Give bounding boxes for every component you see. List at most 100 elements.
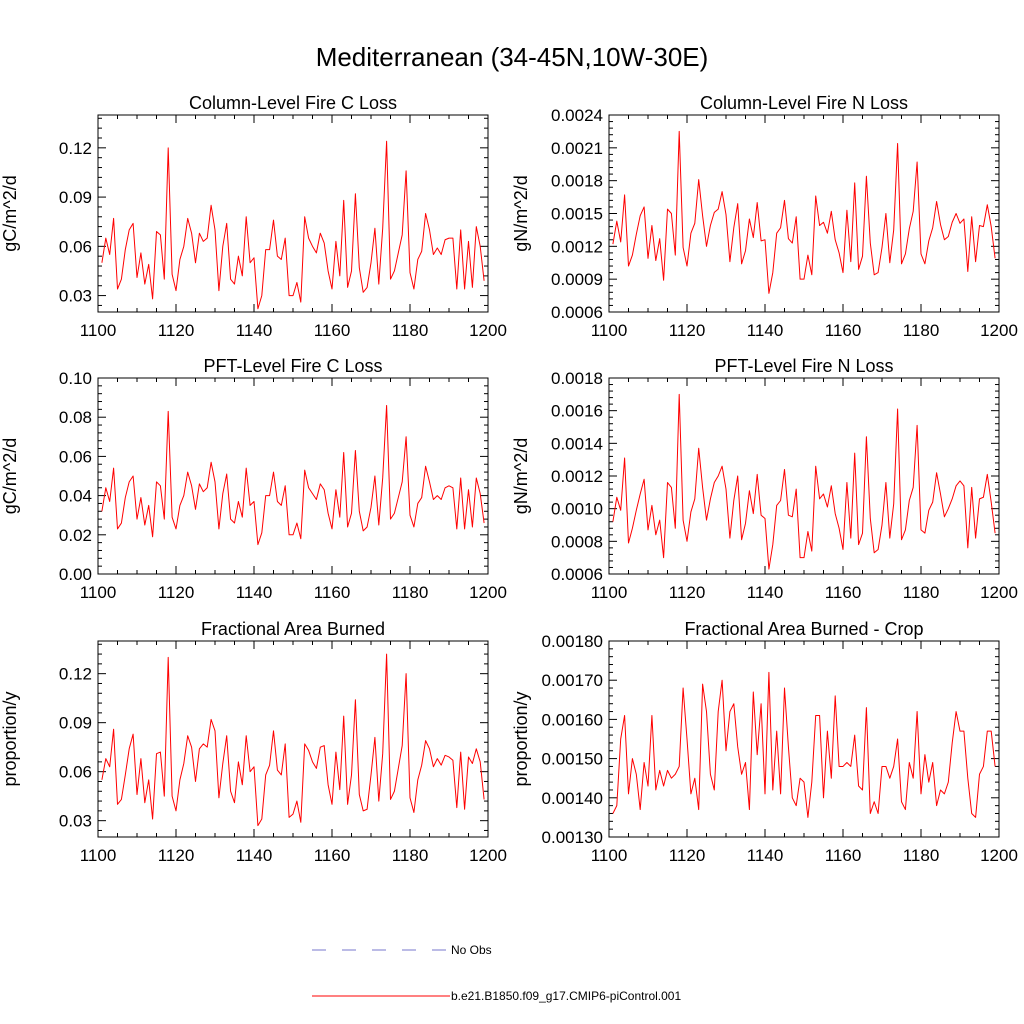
y-tick-label: 0.02 xyxy=(59,526,92,545)
x-tick-label: 1100 xyxy=(591,846,628,865)
series-line-pft-level-fire-n-loss xyxy=(612,393,996,570)
y-axis-label: gN/m^2/d xyxy=(511,175,531,251)
panel-fractional-area-burned: Fractional Area Burned proportion/y 1100 11… xyxy=(0,619,507,865)
x-tick-label: 1160 xyxy=(825,846,862,865)
legend-model-label: b.e21.B1850.f09_g17.CMIP6-piControl.001 xyxy=(451,989,681,1003)
panel-title: Column-Level Fire N Loss xyxy=(700,93,908,113)
series-line-column-level-fire-c-loss xyxy=(101,140,485,310)
x-tick-label: 1160 xyxy=(825,321,862,340)
x-tick-label: 1160 xyxy=(825,583,862,602)
legend: No Obs b.e21.B1850.f09_g17.CMIP6-piContr… xyxy=(312,943,681,1003)
y-tick-label: 0.00180 xyxy=(542,632,603,651)
x-tick-label: 1120 xyxy=(158,321,195,340)
y-tick-label: 0.12 xyxy=(59,665,92,684)
series-line-column-level-fire-n-loss xyxy=(612,130,996,294)
y-tick-label: 0.04 xyxy=(59,487,92,506)
x-tick-label: 1140 xyxy=(236,321,273,340)
y-tick-label: 0.0006 xyxy=(551,303,603,322)
y-axis-label: proportion/y xyxy=(0,691,20,786)
panel-fractional-area-burned-crop: Fractional Area Burned - Crop proportion/… xyxy=(511,619,1018,865)
y-tick-label: 0.12 xyxy=(59,139,92,158)
y-tick-label: 0.00 xyxy=(59,565,92,584)
panel-title: PFT-Level Fire N Loss xyxy=(714,356,893,376)
panel-title: Fractional Area Burned xyxy=(201,619,385,639)
panel-frame xyxy=(608,377,1000,575)
series-line-fractional-area-burned xyxy=(101,653,485,827)
x-tick-label: 1100 xyxy=(591,583,628,602)
y-tick-label: 0.0012 xyxy=(551,237,603,256)
panels: Column-Level Fire C Loss gC/m^2/d 1100 1120… xyxy=(0,93,1018,865)
x-tick-label: 1180 xyxy=(392,321,429,340)
y-tick-label: 0.00170 xyxy=(542,671,603,690)
x-tick-label: 1180 xyxy=(903,321,940,340)
y-tick-label: 0.0016 xyxy=(551,402,603,421)
y-tick-label: 0.06 xyxy=(59,447,92,466)
x-tick-label: 1120 xyxy=(669,321,706,340)
x-tick-label: 1180 xyxy=(903,583,940,602)
panel-frame xyxy=(608,640,1000,838)
x-tick-label: 1100 xyxy=(591,321,628,340)
panel-pft-level-fire-c-loss: PFT-Level Fire C Loss gC/m^2/d 1100 1120 114… xyxy=(0,356,507,602)
panel-pft-level-fire-n-loss: PFT-Level Fire N Loss gN/m^2/d 1100 1120 114… xyxy=(511,356,1018,602)
x-tick-label: 1180 xyxy=(903,846,940,865)
x-tick-label: 1100 xyxy=(80,321,117,340)
y-tick-label: 0.0024 xyxy=(551,106,603,125)
panel-frame xyxy=(97,114,489,313)
panel-title: Fractional Area Burned - Crop xyxy=(684,619,923,639)
y-tick-label: 0.06 xyxy=(59,763,92,782)
y-tick-label: 0.0018 xyxy=(551,369,603,388)
y-axis-label: proportion/y xyxy=(511,691,531,786)
y-axis-label: gC/m^2/d xyxy=(0,438,20,514)
panel-frame xyxy=(97,377,489,575)
series-line-fractional-area-burned-crop xyxy=(612,671,996,818)
y-tick-label: 0.0006 xyxy=(551,565,603,584)
x-tick-label: 1160 xyxy=(314,583,351,602)
y-tick-label: 0.06 xyxy=(59,237,92,256)
x-tick-label: 1200 xyxy=(980,846,1018,865)
x-tick-label: 1140 xyxy=(747,321,784,340)
x-tick-label: 1200 xyxy=(469,321,507,340)
y-tick-label: 0.0014 xyxy=(551,434,603,453)
legend-obs-label: No Obs xyxy=(451,943,492,957)
x-tick-label: 1200 xyxy=(469,846,507,865)
y-tick-label: 0.09 xyxy=(59,714,92,733)
panel-frame xyxy=(97,640,489,838)
x-tick-label: 1140 xyxy=(747,583,784,602)
x-tick-label: 1120 xyxy=(158,846,195,865)
y-tick-label: 0.10 xyxy=(59,369,92,388)
panel-title: PFT-Level Fire C Loss xyxy=(203,356,382,376)
series-line-pft-level-fire-c-loss xyxy=(101,404,485,546)
x-tick-label: 1100 xyxy=(80,583,117,602)
x-tick-label: 1200 xyxy=(980,321,1018,340)
y-tick-label: 0.00140 xyxy=(542,789,603,808)
y-tick-label: 0.0010 xyxy=(551,500,603,519)
x-tick-label: 1100 xyxy=(80,846,117,865)
x-tick-label: 1140 xyxy=(236,846,273,865)
figure-title: Mediterranean (34-45N,10W-30E) xyxy=(316,42,709,72)
x-tick-label: 1160 xyxy=(314,321,351,340)
y-tick-label: 0.0012 xyxy=(551,467,603,486)
y-tick-label: 0.00130 xyxy=(542,828,603,847)
y-tick-label: 0.0015 xyxy=(551,205,603,224)
y-tick-label: 0.0009 xyxy=(551,270,603,289)
x-tick-label: 1120 xyxy=(669,846,706,865)
y-tick-label: 0.00160 xyxy=(542,710,603,729)
y-tick-label: 0.03 xyxy=(59,287,92,306)
x-tick-label: 1120 xyxy=(669,583,706,602)
y-tick-label: 0.09 xyxy=(59,188,92,207)
y-axis-label: gC/m^2/d xyxy=(0,175,20,251)
y-tick-label: 0.08 xyxy=(59,408,92,427)
y-tick-label: 0.00150 xyxy=(542,750,603,769)
y-tick-label: 0.03 xyxy=(59,812,92,831)
x-tick-label: 1180 xyxy=(392,583,429,602)
x-tick-label: 1200 xyxy=(469,583,507,602)
y-tick-label: 0.0018 xyxy=(551,172,603,191)
x-tick-label: 1200 xyxy=(980,583,1018,602)
panel-title: Column-Level Fire C Loss xyxy=(189,93,397,113)
x-tick-label: 1140 xyxy=(747,846,784,865)
x-tick-label: 1120 xyxy=(158,583,195,602)
x-tick-label: 1140 xyxy=(236,583,273,602)
y-tick-label: 0.0021 xyxy=(551,139,603,158)
panel-column-level-fire-c-loss: Column-Level Fire C Loss gC/m^2/d 1100 1120… xyxy=(0,93,507,340)
